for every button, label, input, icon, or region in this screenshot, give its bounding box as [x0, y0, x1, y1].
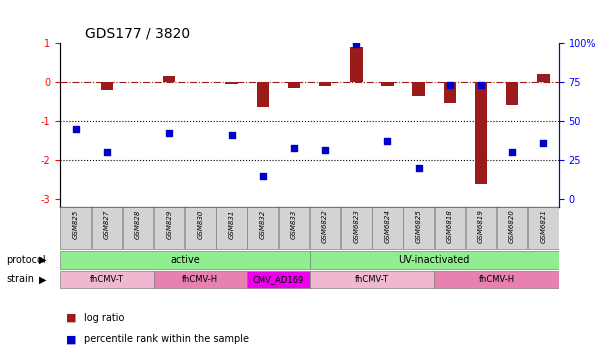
FancyBboxPatch shape: [310, 207, 340, 250]
Bar: [444, 82, 456, 104]
Text: GSM6822: GSM6822: [322, 209, 328, 243]
Point: [352, 41, 361, 47]
Point: [383, 138, 392, 144]
Point: [258, 173, 267, 178]
FancyBboxPatch shape: [61, 207, 91, 250]
Text: fhCMV-H: fhCMV-H: [478, 275, 514, 284]
Text: fhCMV-T: fhCMV-T: [90, 275, 124, 284]
FancyBboxPatch shape: [310, 251, 559, 268]
FancyBboxPatch shape: [403, 207, 434, 250]
Bar: [506, 82, 519, 105]
Bar: [163, 76, 175, 82]
Text: GSM6821: GSM6821: [540, 209, 546, 243]
Text: active: active: [170, 255, 200, 265]
Text: GSM6818: GSM6818: [447, 209, 453, 243]
Point: [102, 150, 112, 155]
FancyBboxPatch shape: [60, 271, 154, 288]
FancyBboxPatch shape: [247, 271, 310, 288]
Point: [71, 126, 81, 132]
Point: [227, 132, 236, 137]
Bar: [537, 74, 549, 82]
FancyBboxPatch shape: [528, 207, 558, 250]
Text: GSM832: GSM832: [260, 209, 266, 238]
Text: GSM827: GSM827: [104, 209, 110, 238]
Point: [476, 82, 486, 88]
FancyBboxPatch shape: [497, 207, 528, 250]
Text: GSM829: GSM829: [166, 209, 172, 238]
FancyBboxPatch shape: [466, 207, 496, 250]
FancyBboxPatch shape: [248, 207, 278, 250]
FancyBboxPatch shape: [372, 207, 403, 250]
FancyBboxPatch shape: [123, 207, 153, 250]
FancyBboxPatch shape: [91, 207, 122, 250]
Text: GSM825: GSM825: [73, 209, 79, 238]
Point: [507, 150, 517, 155]
Bar: [319, 82, 331, 86]
FancyBboxPatch shape: [279, 207, 309, 250]
Text: GSM833: GSM833: [291, 209, 297, 238]
Point: [445, 82, 454, 88]
Text: strain: strain: [6, 274, 34, 285]
FancyBboxPatch shape: [216, 207, 247, 250]
Text: UV-inactivated: UV-inactivated: [398, 255, 470, 265]
Bar: [288, 82, 300, 88]
Bar: [257, 82, 269, 107]
FancyBboxPatch shape: [154, 271, 247, 288]
Bar: [225, 82, 238, 84]
Point: [414, 165, 424, 171]
Bar: [100, 82, 113, 90]
Text: GSM6825: GSM6825: [416, 209, 422, 243]
FancyBboxPatch shape: [341, 207, 371, 250]
Point: [289, 146, 299, 151]
Bar: [350, 47, 362, 82]
Text: GSM6819: GSM6819: [478, 209, 484, 243]
Text: CMV_AD169: CMV_AD169: [252, 275, 304, 284]
Text: ■: ■: [66, 334, 76, 344]
Text: GSM6820: GSM6820: [509, 209, 515, 243]
Text: log ratio: log ratio: [84, 313, 124, 323]
Point: [320, 147, 330, 153]
Text: percentile rank within the sample: percentile rank within the sample: [84, 334, 249, 344]
Text: GSM6824: GSM6824: [385, 209, 391, 243]
Text: GSM831: GSM831: [228, 209, 234, 238]
Text: protocol: protocol: [6, 255, 46, 265]
FancyBboxPatch shape: [185, 207, 216, 250]
FancyBboxPatch shape: [310, 271, 434, 288]
FancyBboxPatch shape: [154, 207, 185, 250]
Bar: [412, 82, 425, 96]
Point: [165, 130, 174, 136]
Point: [538, 140, 548, 145]
Text: ■: ■: [66, 313, 76, 323]
Text: fhCMV-T: fhCMV-T: [355, 275, 389, 284]
Text: GSM830: GSM830: [197, 209, 203, 238]
Text: GDS177 / 3820: GDS177 / 3820: [85, 26, 190, 40]
Text: GSM6823: GSM6823: [353, 209, 359, 243]
Text: ▶: ▶: [39, 274, 46, 285]
FancyBboxPatch shape: [435, 207, 465, 250]
FancyBboxPatch shape: [60, 251, 310, 268]
Bar: [475, 82, 487, 183]
Bar: [381, 82, 394, 86]
Text: ▶: ▶: [39, 255, 46, 265]
Text: fhCMV-H: fhCMV-H: [182, 275, 218, 284]
Text: GSM828: GSM828: [135, 209, 141, 238]
FancyBboxPatch shape: [434, 271, 559, 288]
